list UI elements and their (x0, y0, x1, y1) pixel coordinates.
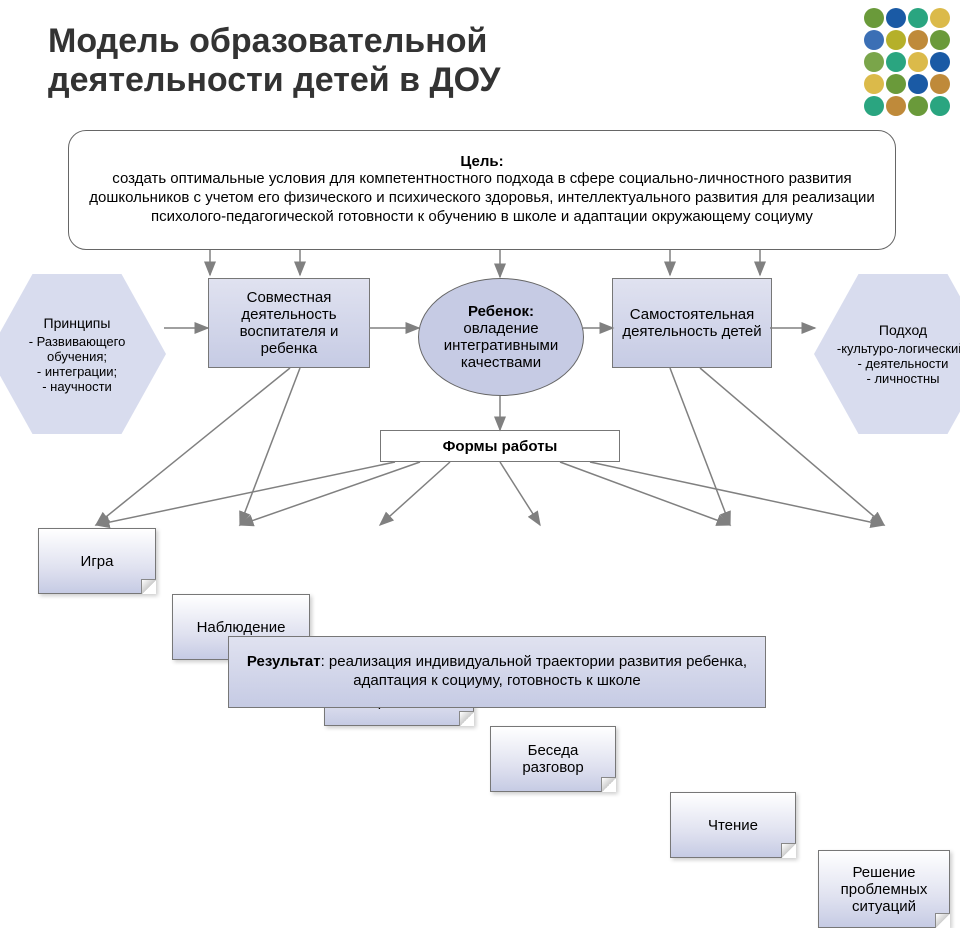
decor-dot (864, 8, 884, 28)
goal-body: создать оптимальные условия для компетен… (77, 170, 887, 226)
decor-dot (886, 8, 906, 28)
child-body: овладение интегративными качествами (433, 320, 569, 371)
result-text: Результат: реализация индивидуальной тра… (237, 653, 757, 691)
decor-dot (886, 96, 906, 116)
decor-dot (930, 52, 950, 72)
decor-dot (908, 52, 928, 72)
approach-item: - личностны (867, 371, 940, 386)
decor-dot (886, 30, 906, 50)
title-line2: деятельности детей в ДОУ (48, 61, 500, 100)
form-note-problems: Решение проблемных ситуаций (818, 850, 950, 928)
form-label: Чтение (708, 817, 758, 834)
joint-activity-box: Совместная деятельность воспитателя и ре… (208, 278, 370, 368)
decor-dot (908, 96, 928, 116)
decor-dot (864, 96, 884, 116)
decor-dot (930, 74, 950, 94)
joint-activity-text: Совместная деятельность воспитателя и ре… (217, 289, 361, 357)
decor-dot (930, 96, 950, 116)
principles-item: - интеграции; (37, 364, 117, 379)
decor-dot (864, 30, 884, 50)
decor-dot (908, 30, 928, 50)
approach-title: Подход (879, 322, 927, 338)
form-note-game: Игра (38, 528, 156, 594)
child-title: Ребенок: (468, 303, 534, 320)
independent-activity-box: Самостоятельная деятельность детей (612, 278, 772, 368)
decor-dot (886, 52, 906, 72)
principles-item: - научности (42, 379, 112, 394)
result-box: Результат: реализация индивидуальной тра… (228, 636, 766, 708)
child-ellipse: Ребенок: овладение интегративными качест… (418, 278, 584, 396)
approach-item: -культуро-логический; (837, 341, 960, 356)
form-note-reading: Чтение (670, 792, 796, 858)
decor-dot (908, 8, 928, 28)
decor-dot (864, 52, 884, 72)
form-label: Беседа разговор (499, 742, 607, 776)
decor-dot (930, 30, 950, 50)
forms-title-box: Формы работы (380, 430, 620, 462)
principles-title: Принципы (44, 315, 111, 331)
page-title: Модель образовательной деятельности дете… (48, 22, 500, 100)
form-label: Наблюдение (197, 619, 286, 636)
decor-dot (908, 74, 928, 94)
goal-box: Цель: создать оптимальные условия для ко… (68, 130, 896, 250)
form-note-talk: Беседа разговор (490, 726, 616, 792)
decor-dot (886, 74, 906, 94)
forms-title-text: Формы работы (443, 438, 558, 455)
principles-hex: Принципы - Развивающего обучения; - инте… (0, 274, 166, 434)
principles-item: - Развивающего обучения; (14, 334, 140, 364)
decor-dot (864, 74, 884, 94)
goal-title: Цель: (460, 153, 503, 170)
title-line1: Модель образовательной (48, 22, 500, 61)
approach-hex: Подход -культуро-логический; - деятельно… (814, 274, 960, 434)
independent-activity-text: Самостоятельная деятельность детей (621, 306, 763, 340)
decor-dot (930, 8, 950, 28)
form-label: Игра (81, 553, 114, 570)
form-label: Решение проблемных ситуаций (827, 864, 941, 915)
approach-item: - деятельности (858, 356, 949, 371)
